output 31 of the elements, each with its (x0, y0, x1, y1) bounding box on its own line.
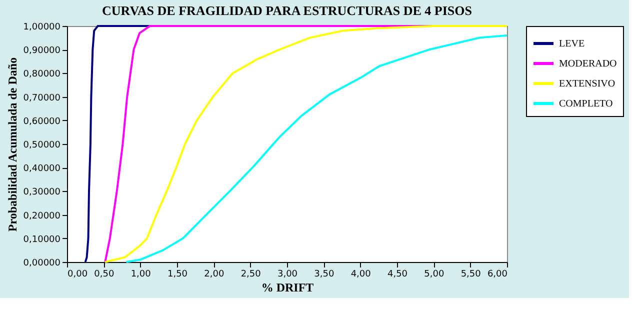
x-tick-label: 5,50 (460, 270, 482, 280)
x-tick-label: 1,50 (167, 270, 188, 280)
x-tick-label: 4,00 (350, 270, 372, 280)
y-tick-label: 0,20000 (23, 211, 61, 222)
x-tick-label: 2,50 (240, 270, 262, 280)
y-tick-label: 0,40000 (23, 164, 61, 174)
y-axis-title: Probabilidad Acumulada de Daño (5, 57, 20, 232)
x-tick-label: 1,00 (130, 270, 152, 280)
legend-label: EXTENSIVO (559, 78, 616, 90)
x-tick-label: 4,50 (387, 270, 408, 280)
x-tick-label: 6,00 (487, 270, 508, 280)
y-tick-label: 1,00000 (23, 22, 61, 32)
legend-label: LEVE (559, 38, 585, 50)
y-tick-label: 0,00000 (23, 258, 61, 268)
legend-label: COMPLETO (559, 98, 613, 110)
x-tick-label: 5,00 (424, 270, 444, 280)
y-tick-label: 0,10000 (23, 234, 61, 245)
x-tick-label: 3,50 (314, 270, 334, 280)
y-tick-label: 0,80000 (23, 70, 61, 80)
x-tick-label: 0,50 (94, 270, 114, 280)
y-tick-label: 0,90000 (23, 46, 61, 56)
legend-label: MODERADO (559, 58, 617, 70)
y-tick-label: 0,30000 (23, 188, 61, 198)
x-tick-label: 2,00 (204, 270, 224, 280)
x-axis-title: % DRIFT (261, 280, 314, 294)
y-tick-label: 0,50000 (23, 140, 61, 150)
y-tick-label: 0,70000 (23, 93, 61, 104)
chart-title: CURVAS DE FRAGILIDAD PARA ESTRUCTURAS DE 4 PISOS (102, 3, 472, 18)
x-tick-label: 3,00 (277, 270, 298, 280)
y-tick-label: 0,60000 (23, 116, 61, 127)
x-tick-label: 0,00 (68, 270, 88, 280)
